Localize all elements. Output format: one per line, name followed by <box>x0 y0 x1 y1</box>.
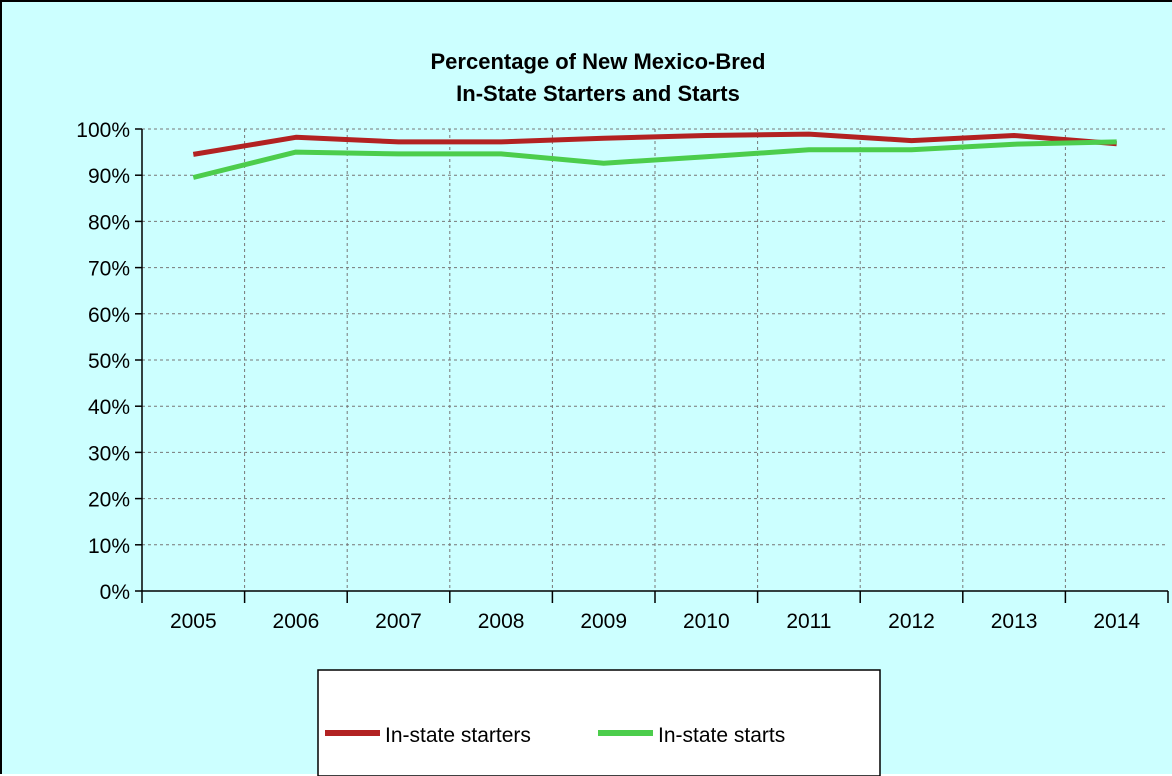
legend: In-state starters In-state starts <box>317 669 881 776</box>
y-tick-label: 100% <box>76 119 130 142</box>
x-tick-label: 2011 <box>786 610 831 633</box>
y-tick-label: 0% <box>100 581 130 604</box>
y-tick-label: 80% <box>88 211 130 234</box>
x-tick-label: 2005 <box>170 610 217 633</box>
x-tick-label: 2010 <box>683 610 730 633</box>
x-tick-label: 2008 <box>478 610 525 633</box>
gridlines <box>142 128 1168 591</box>
legend-box <box>317 669 881 776</box>
y-tick-label: 90% <box>88 165 130 188</box>
y-tick-label: 50% <box>88 350 130 373</box>
x-tick-label: 2006 <box>273 610 320 633</box>
y-tick-label: 30% <box>88 442 130 465</box>
y-tick-label: 70% <box>88 258 130 281</box>
y-tick-label: 60% <box>88 304 130 327</box>
legend-label-in-state-starters: In-state starters <box>385 724 531 747</box>
series-lines <box>192 131 1117 180</box>
x-tick-label: 2007 <box>375 610 422 633</box>
legend-label-in-state-starts: In-state starts <box>658 724 785 747</box>
axes: 0% 10% 20% 30% 40% 50% 60% 70% 80% 90% 100% 2005 200… <box>76 119 1169 633</box>
x-tick-label: 2013 <box>991 610 1038 633</box>
chart-title-line-1: Percentage of New Mexico-Bred <box>431 49 766 74</box>
series-line-in-state-starts <box>192 139 1117 180</box>
y-tick-label: 20% <box>88 489 130 512</box>
chart-title-line-2: In-State Starters and Starts <box>456 81 740 106</box>
series-line-in-state-starters <box>192 131 1117 157</box>
y-tick-label: 10% <box>88 535 130 558</box>
x-tick-label: 2014 <box>1093 610 1140 633</box>
x-tick-label: 2009 <box>580 610 627 633</box>
x-tick-label: 2012 <box>888 610 935 633</box>
y-tick-label: 40% <box>88 396 130 419</box>
